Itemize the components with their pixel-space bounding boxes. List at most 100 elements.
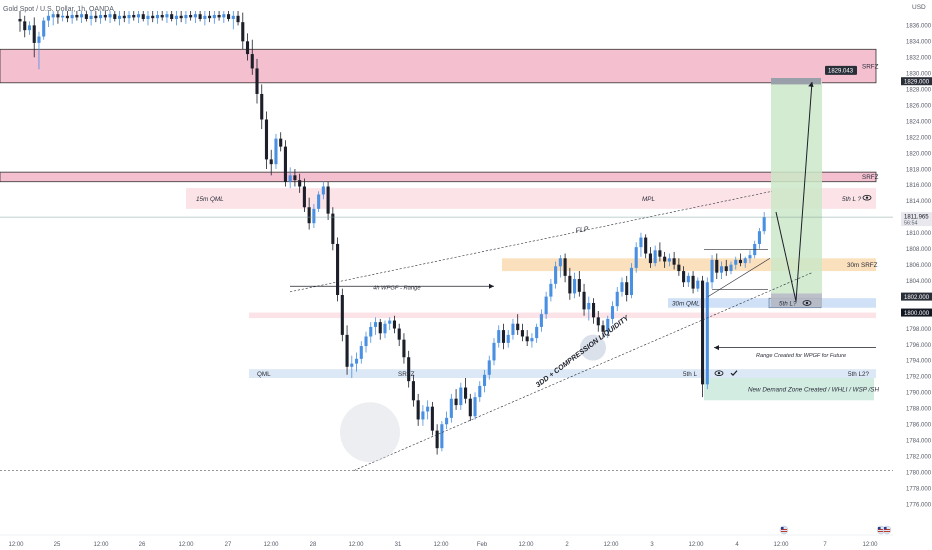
- candle: [89, 11, 93, 26]
- candle-body: [535, 326, 539, 339]
- target-price-label: 1829.043: [828, 68, 854, 74]
- candle: [620, 277, 624, 297]
- time-tick-label: 12:00: [348, 542, 364, 548]
- candle: [203, 11, 207, 26]
- candle-body: [288, 175, 292, 182]
- candle-body: [364, 336, 368, 347]
- candle: [610, 301, 615, 324]
- candle-body: [696, 280, 700, 289]
- candle: [468, 393, 472, 422]
- candle: [46, 11, 50, 27]
- candle: [279, 132, 283, 152]
- price-tick-label: 1810.000: [906, 231, 932, 237]
- candle-body: [345, 334, 349, 367]
- candle: [506, 330, 510, 348]
- candle: [288, 167, 292, 189]
- mini-trend-line: [707, 258, 771, 297]
- candle: [208, 11, 212, 23]
- price-tick-label: 1806.000: [906, 263, 932, 269]
- candle: [591, 298, 596, 324]
- price-tick-label: 1776.000: [906, 502, 932, 508]
- candle-body: [734, 259, 738, 265]
- candle: [231, 11, 235, 30]
- us-flag-icon: [779, 525, 789, 535]
- projection-arrowhead: [808, 82, 814, 87]
- candle-body: [75, 14, 79, 18]
- time-tick-label: 12:00: [178, 542, 194, 548]
- candle: [136, 11, 141, 23]
- candle-body: [587, 302, 591, 310]
- price-tick-label: 1788.000: [906, 407, 932, 413]
- candle-body: [241, 22, 245, 42]
- time-tick-label: 12:00: [773, 542, 789, 548]
- time-tick-label: 12:00: [8, 542, 24, 548]
- candle-body: [719, 266, 724, 273]
- candle: [511, 318, 515, 340]
- candle-body: [748, 255, 752, 259]
- time-axis[interactable]: 12:00 25 12:00 26 12:00 27 12:00 28 12:00 31 12:00…: [0, 525, 893, 548]
- candle-body: [260, 93, 264, 120]
- candle-body: [497, 330, 501, 343]
- zone-label: MPL: [642, 196, 655, 203]
- price-tag: [901, 292, 932, 301]
- candle: [70, 11, 74, 24]
- candle-body: [165, 14, 169, 18]
- candle: [250, 39, 254, 75]
- zone-label: QML: [257, 371, 271, 378]
- candle-body: [198, 14, 202, 19]
- candle: [307, 197, 311, 230]
- candle-body: [283, 146, 287, 182]
- price-tick-label: 1778.000: [906, 486, 932, 492]
- candle: [354, 352, 359, 372]
- candle: [715, 253, 719, 280]
- zone-band: [0, 171, 877, 183]
- candle: [501, 323, 506, 350]
- candle-body: [468, 398, 472, 417]
- price-tick-label: 1808.000: [906, 247, 932, 253]
- candle-body: [122, 15, 126, 19]
- candle-body: [302, 186, 306, 208]
- candle: [94, 11, 98, 23]
- zones-layer: [0, 48, 877, 401]
- candle-body: [179, 15, 183, 19]
- candle-body: [615, 291, 619, 307]
- candle-body: [27, 25, 32, 31]
- candle-body: [601, 325, 605, 332]
- candle: [23, 15, 27, 38]
- candle: [454, 389, 458, 410]
- price-tick-label: 1826.000: [906, 103, 932, 109]
- candle: [198, 11, 202, 22]
- candle: [51, 11, 55, 26]
- candle-body: [606, 318, 610, 332]
- price-axis[interactable]: 1776.000 1778.000 1780.000 1782.000 1784.000…: [893, 0, 932, 550]
- candle-body: [539, 314, 543, 327]
- candle: [170, 11, 174, 22]
- candle-body: [591, 302, 596, 318]
- candle-body: [573, 279, 577, 294]
- eye-outline: [802, 300, 812, 306]
- candle: [587, 296, 591, 321]
- price-tag: [901, 77, 932, 86]
- price-tick-label: 1836.000: [906, 24, 932, 30]
- candle: [241, 12, 245, 50]
- candle: [388, 317, 392, 331]
- flag-stripe: [781, 529, 787, 530]
- candle-body: [383, 323, 387, 334]
- price-tick-label: 1794.000: [906, 359, 932, 365]
- range-arrowhead: [489, 283, 494, 289]
- candle-body: [445, 417, 449, 425]
- zone-label: 15m QML: [196, 196, 224, 203]
- candle: [426, 400, 430, 420]
- zone-label: New Demand Zone Created / WHLI / WSP /SH: [748, 386, 879, 393]
- candle-body: [18, 18, 22, 22]
- candle: [549, 279, 553, 302]
- candle-body: [449, 398, 453, 418]
- candle: [264, 111, 269, 169]
- check-icon: [730, 370, 738, 377]
- time-tick-label: Feb: [477, 542, 488, 548]
- candle: [18, 11, 22, 32]
- price-tag: [901, 212, 932, 227]
- candle-body: [61, 15, 65, 18]
- candle: [710, 255, 714, 289]
